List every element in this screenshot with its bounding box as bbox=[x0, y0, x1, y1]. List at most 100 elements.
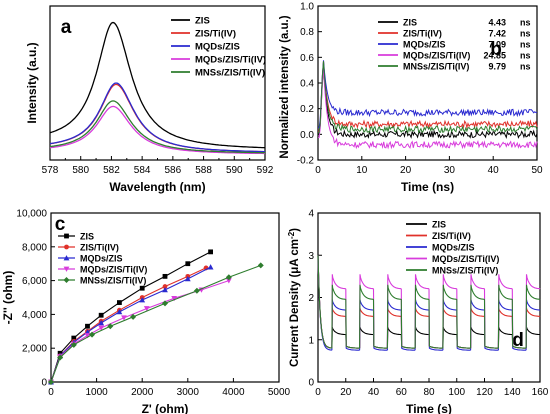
data-point bbox=[98, 312, 104, 318]
lifetime-unit: ns bbox=[520, 40, 531, 50]
data-point bbox=[116, 308, 123, 315]
data-point bbox=[139, 285, 145, 291]
lifetime-value: 24.85 bbox=[483, 51, 506, 61]
legend-label: MQDs/ZIS/Ti(IV) bbox=[195, 55, 266, 66]
series-line bbox=[50, 264, 261, 383]
data-point bbox=[207, 264, 214, 270]
data-point bbox=[171, 295, 178, 302]
legend-label: ZIS/Ti(IV) bbox=[195, 29, 236, 40]
data-point bbox=[193, 287, 200, 294]
data-point bbox=[143, 306, 150, 312]
y-tick-label: 3 bbox=[308, 251, 314, 262]
y-tick-label: 2,000 bbox=[22, 344, 47, 355]
y-tick-label: 10,000 bbox=[16, 209, 47, 220]
x-tick-label: 120 bbox=[476, 387, 493, 398]
x-tick-label: 0 bbox=[48, 387, 54, 398]
x-tick-label: 80 bbox=[423, 387, 435, 398]
y-tick-label: 0.0 bbox=[300, 130, 314, 141]
data-point bbox=[117, 300, 122, 305]
legend-label: MNSs/ZIS/Ti(IV) bbox=[403, 62, 469, 72]
x-tick-label: 60 bbox=[396, 387, 408, 398]
data-point bbox=[162, 273, 168, 279]
x-axis-label: Wavelength (nm) bbox=[109, 180, 205, 194]
panel-b: b Time (ns) 0 10 20 30 40 50 -0.2 0.0 0.2 0.4 0.6 0.8… bbox=[279, 2, 543, 195]
lifetime-unit: ns bbox=[520, 18, 531, 28]
series-line bbox=[49, 21, 266, 149]
data-point bbox=[71, 335, 77, 341]
data-point bbox=[162, 286, 168, 293]
lifetime-value: 7.42 bbox=[488, 29, 506, 39]
x-tick-label: 592 bbox=[257, 165, 274, 176]
lifetime-value: 9.79 bbox=[488, 62, 506, 72]
data-point bbox=[130, 313, 137, 320]
y-tick-label: 4 bbox=[308, 209, 314, 220]
y-tick-label: 4,000 bbox=[22, 310, 47, 321]
data-point bbox=[89, 331, 96, 338]
data-point bbox=[64, 233, 69, 239]
series-line bbox=[49, 105, 265, 155]
x-tick-label: 586 bbox=[165, 165, 182, 176]
panel-a: a Wavelength (nm) 578 580 582 584 586 588 590 592… bbox=[25, 5, 274, 194]
data-point bbox=[57, 354, 64, 361]
panel-letter-d: d bbox=[512, 330, 524, 351]
y-tick-label: -0.2 bbox=[297, 156, 315, 167]
series-line bbox=[318, 67, 538, 140]
y-tick-label: 0.6 bbox=[300, 53, 314, 64]
series-line bbox=[50, 280, 229, 383]
lifetime-value: 7.09 bbox=[488, 40, 506, 50]
x-tick-label: 20 bbox=[340, 387, 352, 398]
x-tick-label: 140 bbox=[504, 387, 521, 398]
series-line bbox=[318, 61, 538, 134]
x-tick-label: 1000 bbox=[85, 387, 108, 398]
y-axis-label: Intensity (a.u.) bbox=[25, 42, 39, 123]
legend-label: MNSs/ZIS/Ti(IV) bbox=[80, 276, 146, 286]
plot-frame bbox=[50, 212, 280, 383]
data-point bbox=[85, 323, 90, 329]
data-point bbox=[121, 315, 127, 321]
x-axis-label: Time (ns) bbox=[401, 180, 454, 194]
y-axis-label-end: ) bbox=[289, 228, 301, 232]
legend-label: MQDs/ZIS/Ti(IV) bbox=[432, 254, 499, 264]
y-axis-label: -Z'' (ohm) bbox=[1, 271, 15, 325]
series-line bbox=[50, 266, 211, 383]
y-tick-label: 0.8 bbox=[300, 27, 314, 38]
series-line bbox=[318, 68, 538, 150]
y-axis-label: Normalized intensity (a.u.) bbox=[279, 15, 291, 158]
x-tick-label: 50 bbox=[531, 165, 543, 176]
legend-label: MQDs/ZIS bbox=[432, 243, 475, 253]
y-axis-label-text: Current Density (μA cm bbox=[289, 239, 301, 367]
data-point bbox=[63, 277, 70, 283]
data-point bbox=[84, 333, 91, 339]
x-axis-label: Time (s) bbox=[406, 402, 452, 414]
x-tick-label: 3000 bbox=[177, 387, 200, 398]
data-point bbox=[225, 274, 232, 281]
panel-d: d Time (s) 0 20 40 60 80 100 120 140 160 0 1 2 3 4 Curre… bbox=[287, 209, 549, 414]
lifetime-value: 4.43 bbox=[488, 18, 506, 28]
data-point bbox=[257, 262, 264, 269]
x-tick-label: 580 bbox=[72, 165, 89, 176]
legend-label: MQDs/ZIS bbox=[195, 42, 240, 53]
x-tick-label: 4000 bbox=[222, 387, 245, 398]
x-tick-label: 590 bbox=[226, 165, 243, 176]
lifetime-unit: ns bbox=[520, 51, 531, 61]
y-tick-label: 8,000 bbox=[22, 242, 47, 253]
legend-label: ZIS bbox=[80, 232, 94, 242]
series-line bbox=[318, 60, 538, 132]
panel-letter-b: b bbox=[490, 39, 502, 60]
legend-label: ZIS/Ti(IV) bbox=[403, 29, 442, 39]
legend-label: MQDs/ZIS bbox=[80, 254, 123, 264]
legend-label: MQDs/ZIS/Ti(IV) bbox=[80, 265, 147, 275]
y-axis-label: Current Density (μA cm-2) bbox=[287, 228, 301, 367]
series-line bbox=[49, 100, 265, 154]
data-point bbox=[162, 300, 168, 307]
lifetime-unit: ns bbox=[520, 29, 531, 39]
series-line bbox=[317, 255, 541, 351]
legend-label: MNSs/ZIS/Ti(IV) bbox=[432, 266, 498, 276]
data-point bbox=[162, 284, 168, 289]
data-point bbox=[184, 276, 191, 282]
series-line bbox=[318, 60, 538, 129]
x-tick-label: 2000 bbox=[131, 387, 154, 398]
legend-label: MNSs/ZIS/Ti(IV) bbox=[195, 68, 265, 79]
series-line bbox=[317, 255, 541, 349]
